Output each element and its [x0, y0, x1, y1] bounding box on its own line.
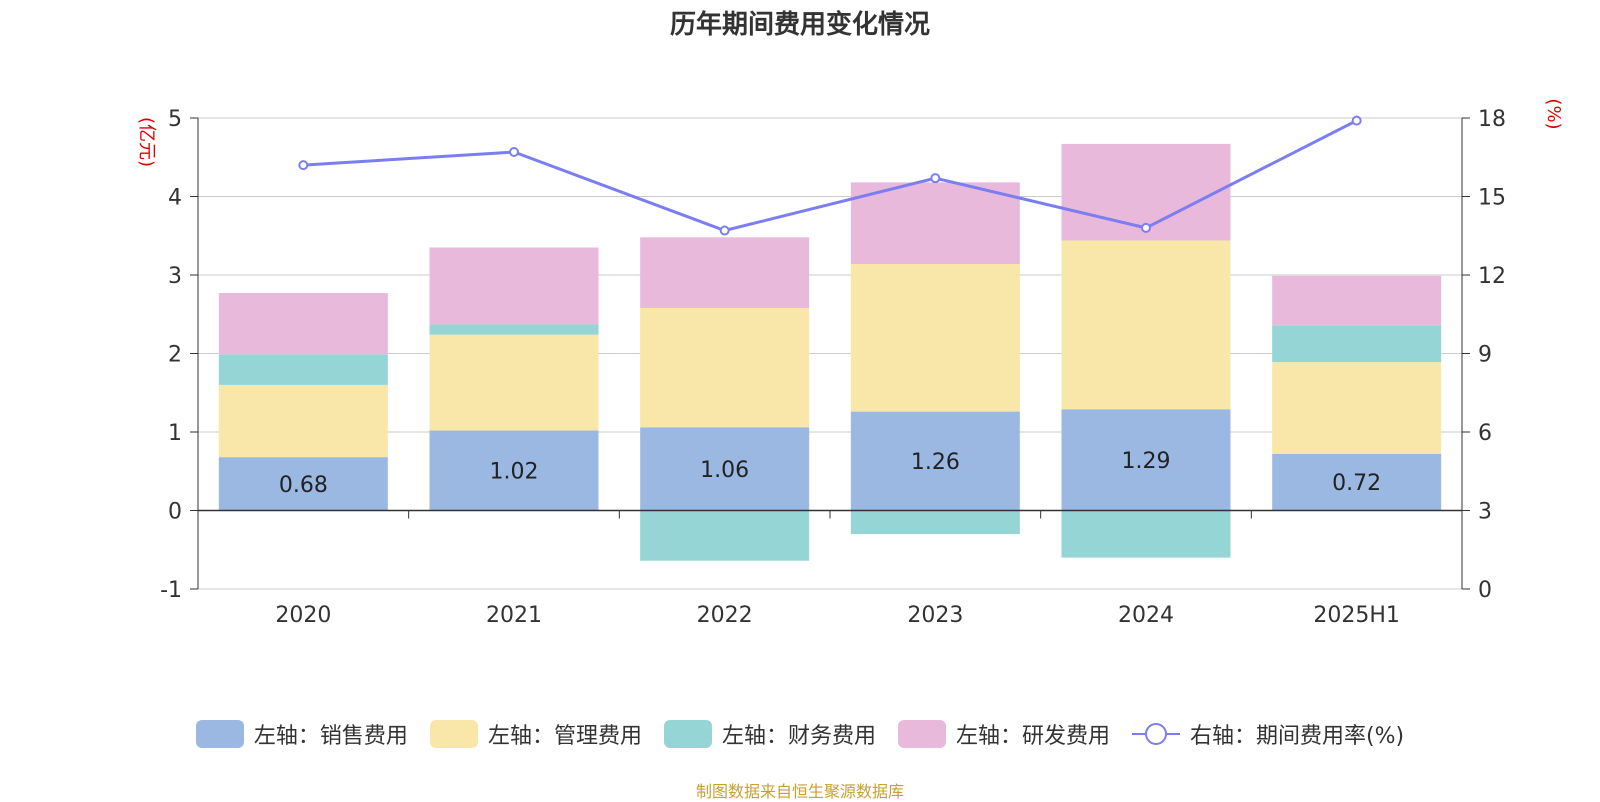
right-tick-label: 12 [1478, 264, 1506, 289]
right-tick-label: 3 [1478, 500, 1492, 525]
right-tick-label: 9 [1478, 343, 1492, 368]
sales-bar [218, 457, 388, 511]
category-label: 2024 [1118, 603, 1174, 628]
legend-label: 左轴：销售费用 [253, 724, 408, 749]
sales-bar [1272, 453, 1442, 511]
sales-data-label: 1.06 [700, 458, 749, 483]
legend-label: 右轴：期间费用率(%) [1189, 724, 1405, 749]
right-tick-label: 18 [1478, 107, 1506, 132]
left-tick-label: 5 [168, 107, 182, 132]
legend-swatch [195, 720, 244, 748]
category-label: 2022 [697, 603, 753, 628]
legend-item[interactable]: 左轴：管理费用 [429, 718, 642, 750]
left-tick-label: 2 [168, 343, 182, 368]
admin-bar [429, 334, 599, 431]
data-labels: 0.68 1.02 1.06 1.26 1.29 0.72 [279, 449, 1381, 498]
rate-line-layer [298, 115, 1362, 236]
finance-bar [850, 510, 1020, 535]
legend-label: 左轴：研发费用 [955, 724, 1110, 749]
legend-swatch [429, 720, 478, 748]
rate-line [303, 119, 1358, 233]
right-tick-label: 0 [1478, 578, 1492, 603]
right-axis-unit: (%) [1543, 98, 1564, 129]
category-label: 2023 [907, 603, 963, 628]
right-tick-label: 15 [1478, 186, 1506, 211]
legend-swatch [663, 720, 712, 748]
finance-bar [1272, 325, 1442, 363]
left-tick-label: -1 [160, 578, 182, 603]
chart-title: 历年期间费用变化情况 [669, 10, 930, 40]
left-tick-label: 1 [168, 421, 182, 446]
left-tick-label: 3 [168, 264, 182, 289]
sales-data-label: 0.72 [1332, 471, 1381, 496]
rate-point [509, 147, 519, 158]
finance-bar [218, 354, 388, 385]
legend-item[interactable]: 左轴：研发费用 [897, 718, 1110, 750]
legend-item[interactable]: 右轴：期间费用率(%) [1131, 718, 1405, 750]
rd-bar [640, 237, 810, 308]
sales-bar [429, 430, 599, 511]
finance-bar [429, 324, 599, 335]
category-label: 2020 [275, 603, 331, 628]
sales-data-label: 1.26 [911, 450, 960, 475]
sales-data-label: 0.68 [279, 473, 328, 498]
rate-point [1351, 115, 1362, 126]
source-note: 制图数据来自恒生聚源数据库 [695, 782, 904, 801]
admin-bar [850, 264, 1020, 412]
admin-bar [218, 384, 388, 458]
rd-bar [1272, 275, 1442, 326]
sales-bar [1061, 409, 1231, 511]
sales-bar [850, 411, 1020, 511]
legend-item[interactable]: 左轴：销售费用 [195, 718, 408, 750]
finance-bar [1061, 510, 1231, 558]
legend-item[interactable]: 左轴：财务费用 [663, 718, 876, 750]
category-label: 2021 [486, 603, 542, 628]
sales-data-label: 1.29 [1122, 449, 1171, 474]
sales-data-label: 1.02 [490, 459, 539, 484]
rate-point [1141, 222, 1151, 233]
legend-label: 左轴：财务费用 [721, 724, 876, 749]
admin-bar [1061, 240, 1231, 410]
rate-point [930, 173, 941, 184]
left-tick-label: 4 [168, 186, 182, 211]
bar-layer [218, 143, 1442, 561]
legend-line-icon [1131, 723, 1180, 745]
rd-bar [218, 293, 388, 355]
right-tick-label: 6 [1478, 421, 1492, 446]
rate-point [719, 225, 730, 236]
admin-bar [1272, 362, 1442, 454]
rd-bar [429, 247, 599, 325]
category-label: 2025H1 [1313, 603, 1400, 628]
sales-bar [640, 427, 810, 511]
left-tick-label: 0 [168, 500, 182, 525]
legend-label: 左轴：管理费用 [487, 724, 642, 749]
rd-bar [850, 182, 1020, 265]
left-axis-unit: (亿元) [136, 117, 157, 167]
admin-bar [640, 307, 810, 428]
finance-bar [640, 510, 810, 561]
rate-point [298, 160, 309, 171]
legend: 左轴：销售费用 左轴：管理费用 左轴：财务费用 左轴：研发费用 右轴：期间费用率(%) [0, 718, 1600, 750]
legend-swatch [897, 720, 946, 748]
